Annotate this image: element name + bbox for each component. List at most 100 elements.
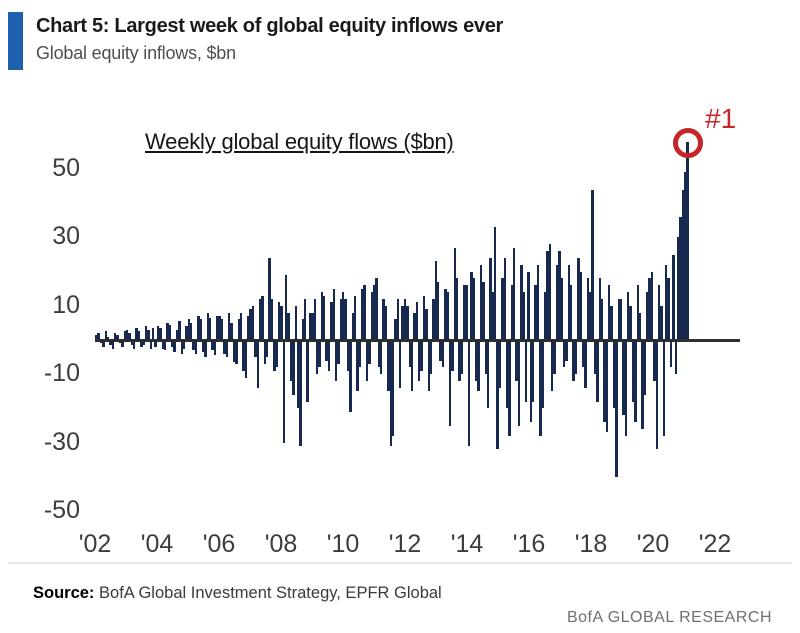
weekly-flow-bar [539,112,542,492]
weekly-flow-bar [320,112,323,492]
weekly-flow-bar [178,112,181,492]
weekly-flow-bar [206,112,209,492]
weekly-flow-bar [332,112,335,492]
weekly-flow-bar [182,112,186,492]
weekly-flow-bar [581,112,585,492]
weekly-flow-bar [163,112,167,492]
weekly-flow-bar [147,112,150,492]
weekly-flow-bar [346,112,350,492]
weekly-flow-bar [648,112,651,492]
weekly-flow-bar [318,112,321,492]
weekly-flow-bar [593,112,597,492]
weekly-flow-bar [562,112,566,492]
weekly-flow-bar [612,112,616,492]
weekly-flow-bar [97,112,100,492]
weekly-flow-bar [655,112,658,492]
weekly-flow-bar [242,112,245,492]
weekly-flow-bar [311,112,314,492]
weekly-flow-bar [237,112,240,492]
chart-inner-title: Weekly global equity flows ($bn) [145,129,454,154]
footer-separator [8,562,792,564]
source-label: Source: [33,584,95,602]
weekly-flow-bar [570,112,573,492]
weekly-flow-bar [681,112,684,492]
weekly-flow-bar [315,112,319,492]
weekly-flow-bar [287,112,290,492]
weekly-flow-bar [444,112,447,492]
weekly-flow-bar [465,112,468,492]
y-axis-tick-label: 10 [52,290,80,319]
weekly-flow-bar [185,112,188,492]
weekly-flow-bar [646,112,649,492]
source-text: BofA Global Investment Strategy, EPFR Gl… [99,584,442,602]
weekly-flow-bar [558,112,561,492]
weekly-flow-bar [130,112,133,492]
weekly-flow-bar [491,112,494,492]
weekly-flow-bar [600,112,604,492]
weekly-flow-bar [672,112,675,492]
weekly-flow-bar [527,112,530,492]
x-axis-tick-label: '02 [78,530,112,558]
weekly-flow-bar [142,112,145,492]
weekly-flow-bar [665,112,668,492]
source-line: Source: BofA Global Investment Strategy,… [33,584,442,603]
weekly-flow-bar [643,112,646,492]
weekly-flow-bar [161,112,164,492]
weekly-flow-bar [249,112,252,492]
weekly-flow-bar [216,112,219,492]
weekly-flow-bar [356,112,359,492]
weekly-flow-bar [515,112,518,492]
weekly-flow-bar [551,112,554,492]
weekly-flow-bar [199,112,202,492]
weekly-flow-bar [325,112,328,492]
weekly-flow-bar [209,112,212,492]
weekly-flow-bar [560,112,563,492]
weekly-flow-bar [230,112,233,492]
weekly-flow-bar [363,112,366,492]
weekly-flow-bar [192,112,195,492]
weekly-flow-bar [228,112,231,492]
weekly-flow-bar [180,112,183,492]
figure-title: Chart 5: Largest week of global equity i… [36,15,504,37]
weekly-flow-bar [510,112,513,492]
weekly-flow-bar [610,112,613,492]
weekly-flow-bar [387,112,390,492]
weekly-flow-bar [425,112,428,492]
weekly-flow-bar [380,112,383,492]
weekly-flow-bar [201,112,205,492]
weekly-flow-bar [679,112,682,492]
x-axis-tick-label: '16 [512,530,546,558]
weekly-flow-bar [617,112,620,492]
weekly-flow-bar [463,112,466,492]
weekly-flow-bar [555,112,559,492]
weekly-flow-bar [598,112,601,492]
weekly-flow-bar [114,112,117,492]
weekly-flow-bar [358,112,361,492]
x-axis-tick-label: '10 [326,530,360,558]
brand-label: BofA GLOBAL RESEARCH [566,609,772,626]
weekly-flow-bar [111,112,114,492]
weekly-flow-bar [406,112,409,492]
weekly-flow-bar [282,112,285,492]
weekly-flow-bar [299,112,302,492]
weekly-flow-bar [503,112,506,492]
weekly-flow-bar [292,112,295,492]
weekly-flow-bar [370,112,373,492]
weekly-flow-bar [168,112,171,492]
weekly-flow-bar [258,112,262,492]
weekly-flow-bar [223,112,226,492]
weekly-flow-bar [351,112,354,492]
weekly-flow-bar [301,112,304,492]
weekly-flow-bar [384,112,388,492]
weekly-flow-bar [686,112,689,492]
x-axis-tick-label: '18 [574,530,608,558]
weekly-flow-bar [323,112,326,492]
weekly-flow-bar [396,112,399,492]
weekly-flow-bar [152,112,155,492]
weekly-flow-bar [327,112,331,492]
weekly-flow-bar [330,112,333,492]
weekly-flow-bar [125,112,129,492]
weekly-flow-bar [102,112,105,492]
weekly-flow-bar [285,112,288,492]
